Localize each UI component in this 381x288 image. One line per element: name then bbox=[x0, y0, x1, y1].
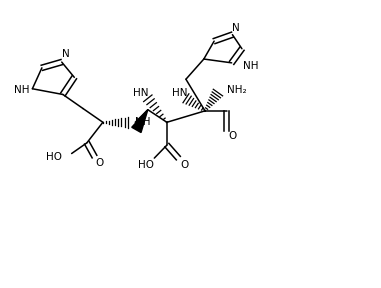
Text: O: O bbox=[96, 158, 104, 168]
Text: NH: NH bbox=[14, 84, 30, 94]
Text: HO: HO bbox=[46, 151, 62, 162]
Text: HO: HO bbox=[138, 160, 154, 170]
Text: NH: NH bbox=[135, 117, 151, 127]
Text: NH: NH bbox=[243, 61, 259, 71]
Text: N: N bbox=[232, 23, 239, 33]
Text: O: O bbox=[228, 131, 237, 141]
Text: HN: HN bbox=[133, 88, 149, 98]
Text: NH₂: NH₂ bbox=[227, 84, 247, 94]
Text: HN: HN bbox=[172, 88, 187, 98]
Polygon shape bbox=[132, 110, 148, 132]
Text: N: N bbox=[62, 50, 69, 59]
Text: O: O bbox=[181, 160, 189, 170]
